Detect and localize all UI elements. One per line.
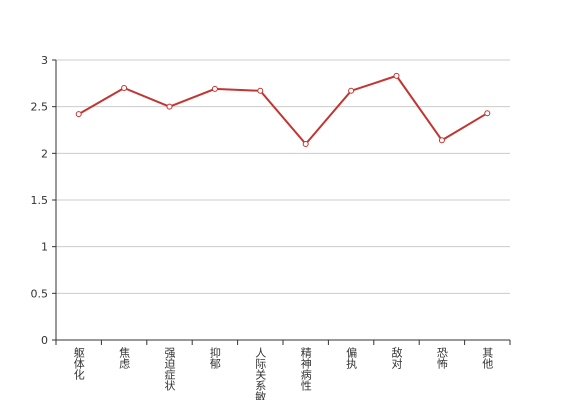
x-tick-label: 焦虑 [118, 347, 131, 369]
point [302, 141, 309, 147]
y-tick-label: 0.5 [31, 287, 49, 300]
line [78, 74, 488, 146]
point [393, 72, 400, 79]
y-tick-label: 1 [41, 241, 48, 254]
y-tick-label: 3 [41, 54, 48, 67]
point [348, 87, 355, 94]
y-tick-label: 2.5 [31, 101, 49, 114]
y-tick-label: 2 [41, 147, 48, 160]
x-tick-label: 人际关系敏感 [254, 347, 267, 400]
x-tick-label: 恐怖 [435, 347, 448, 369]
x-tick-label: 敌对 [390, 346, 403, 369]
point [75, 111, 82, 118]
point [211, 85, 218, 92]
y-tick-label: 1.5 [31, 194, 49, 207]
x-tick-label: 其他 [481, 347, 494, 369]
x-tick-label: 偏执 [345, 346, 358, 370]
x-tick-label: 精神病性 [299, 347, 312, 392]
x-tick-label: 抑郁 [208, 346, 221, 369]
x-tick-label: 躯体化 [72, 347, 85, 381]
x-tick-label: 强迫症状 [163, 347, 176, 391]
point [438, 137, 445, 144]
point [257, 87, 264, 94]
point [166, 103, 173, 110]
point [121, 85, 128, 91]
point [484, 110, 491, 117]
y-tick-label: 0 [41, 334, 48, 347]
